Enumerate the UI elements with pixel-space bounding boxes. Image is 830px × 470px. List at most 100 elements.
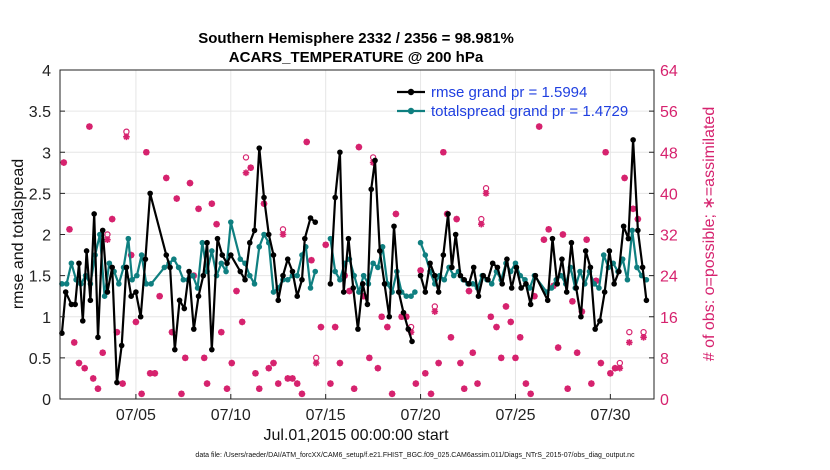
rmse-point [417,272,424,279]
rmse-point [563,289,570,295]
rmse-point [224,260,230,267]
series-lines [59,137,650,386]
obs-assimilated-marker [279,231,287,238]
totalspread-point [97,231,103,238]
x-axis-ticks: 07/05 07/10 07/15 07/20 07/25 07/30 [116,394,630,424]
rmse-point [214,235,221,242]
y2-axis-ticks: 0 8 16 24 32 40 48 56 64 [649,63,678,409]
rmse-point [611,281,617,287]
totalspread-point [577,268,583,275]
rmse-point [635,227,641,234]
rmse-point [573,285,579,291]
obs-assimilated-marker [457,359,464,367]
obs-assimilated-marker [626,339,633,346]
totalspread-point [138,252,145,258]
totalspread-point [624,276,631,283]
totalspread-point [101,293,108,299]
totalspread-point [246,272,253,279]
rmse-point [137,313,144,320]
rmse-point [104,289,111,295]
rmse-point [195,293,202,299]
legend-swatch-marker [407,107,415,115]
rmse-point [485,276,491,283]
totalspread-point [129,276,135,283]
obs-assimilated-marker [621,174,628,182]
rmse-point [256,145,263,151]
rmse-point [289,268,296,275]
legend: rmse grand pr = 1.5994 totalspread grand … [397,84,628,120]
obs-assimilated-marker [298,390,306,398]
obs-assimilated-marker [331,323,339,331]
totalspread-point [134,272,140,279]
obs-possible-marker [616,359,624,367]
y2-tick-label: 0 [660,392,669,409]
chart-title: Southern Hemisphere 2332 / 2356 = 98.981… [198,30,514,47]
rmse-point [91,211,97,217]
y2-axis-label: # of obs: o=possible; ∗=assimilated [701,107,718,361]
legend-label: rmse grand pr = 1.5994 [431,84,587,101]
totalspread-point [199,239,206,246]
obs-assimilated-marker [86,123,93,130]
obs-assimilated-marker [540,236,548,243]
rmse-point [554,281,561,287]
rmse-point [327,281,334,287]
rmse-point [302,235,308,242]
rmse-point [523,281,529,287]
rmse-point [601,289,608,295]
totalspread-point [106,260,113,267]
obs-assimilated-marker [460,385,468,393]
obs-possible-marker [242,154,250,161]
rmse-point [270,252,277,258]
totalspread-point [412,289,418,295]
obs-assimilated-marker [203,380,211,387]
obs-assimilated-marker [336,359,344,367]
obs-assimilated-marker [123,133,130,141]
obs-assimilated-marker [186,179,194,187]
totalspread-point [375,264,381,271]
totalspread-point [548,285,555,291]
totalspread-point [171,256,177,262]
rmse-point [372,157,378,164]
obs-assimilated-marker [173,195,181,202]
rmse-point [395,289,402,295]
rmse-point [532,272,539,279]
obs-assimilated-marker [274,380,282,387]
totalspread-point [223,268,229,275]
obs-possible-marker [431,303,439,310]
obs-assimilated-marker [94,385,102,393]
obs-assimilated-marker [151,369,159,377]
obs-assimilated-marker [597,359,605,367]
rmse-line [419,138,648,331]
rmse-point [79,318,86,324]
obs-assimilated-marker [573,349,581,357]
rmse-point [616,268,622,275]
totalspread-point [422,252,429,258]
obs-assimilated-marker [611,364,619,372]
obs-assimilated-marker [487,313,495,321]
totalspread-point [116,281,122,287]
rmse-point [251,227,258,234]
obs-assimilated-marker [322,241,329,249]
rmse-point [578,313,584,320]
rmse-point [307,215,314,221]
obs-assimilated-marker [138,390,145,398]
rmse-point [480,272,487,279]
rmse-point [409,338,415,345]
rmse-point [470,264,477,271]
rmse-point [87,297,94,304]
obs-assimilated-marker [507,318,515,326]
rmse-point [435,289,442,295]
obs-assimilated-marker [168,328,176,336]
obs-assimilated-marker [427,390,435,398]
x-tick-label: 07/20 [401,407,441,424]
rmse-point [457,272,464,279]
obs-assimilated-marker [156,292,163,300]
obs-assimilated-marker [469,349,477,357]
obs-assimilated-marker [308,256,315,264]
rmse-point [592,326,598,332]
rmse-point [219,252,226,258]
rmse-line [329,151,414,342]
y-axis-label: rmse and totalspread [10,159,27,309]
rmse-point [62,289,69,295]
rmse-point [109,264,115,271]
